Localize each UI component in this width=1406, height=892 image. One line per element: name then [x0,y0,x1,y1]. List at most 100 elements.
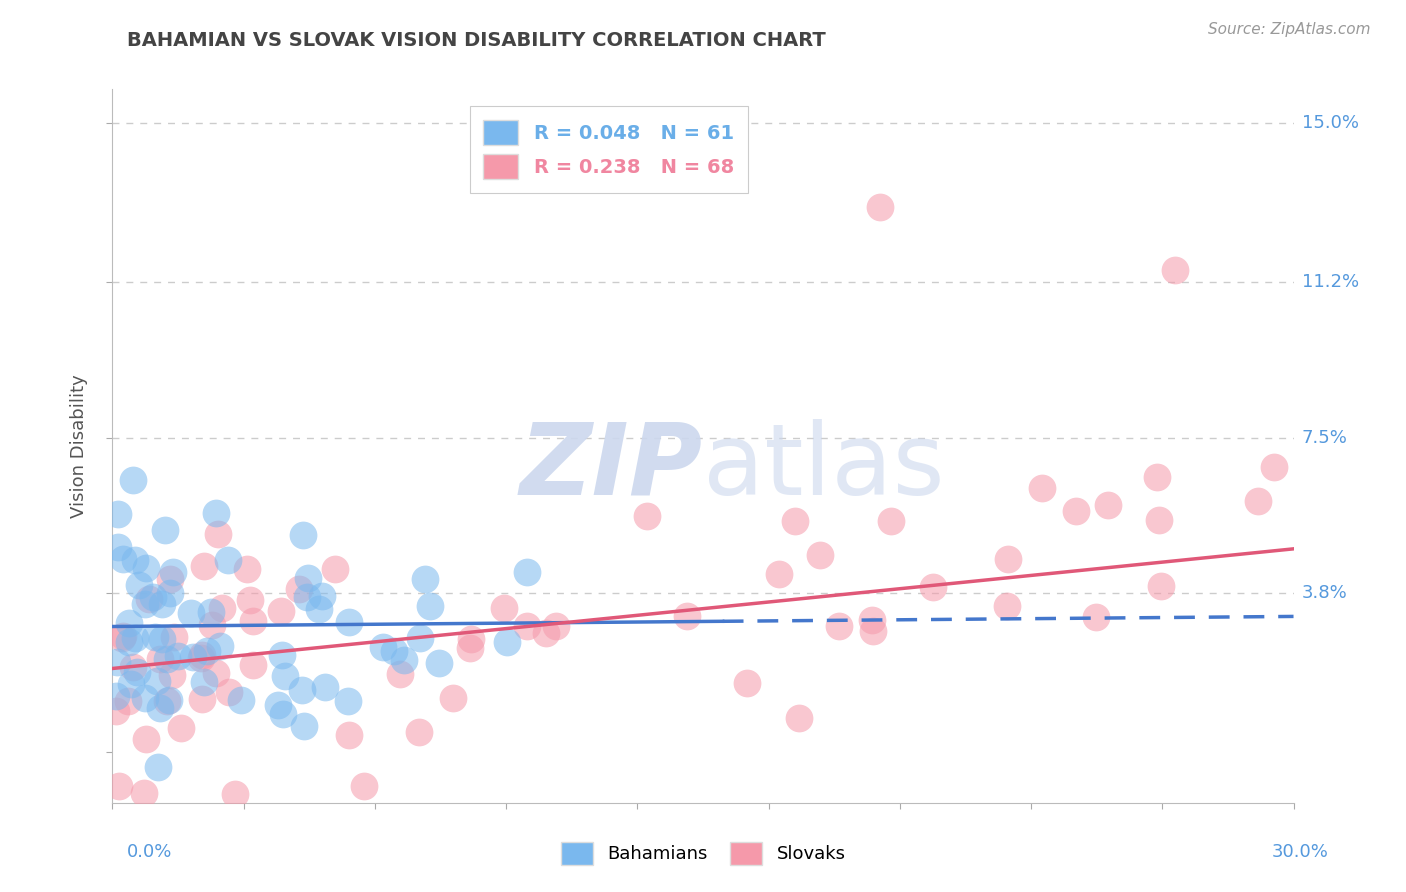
Point [122,660,145,674]
Point [105,704,128,718]
Point [134,786,156,800]
Point [458,640,481,655]
Point [494,601,516,615]
Point [636,509,658,524]
Point [201,617,224,632]
Point [292,719,315,733]
Point [384,644,406,658]
Point [418,599,440,614]
Point [156,652,179,666]
Text: BAHAMIAN VS SLOVAK VISION DISABILITY CORRELATION CHART: BAHAMIAN VS SLOVAK VISION DISABILITY COR… [127,31,825,50]
Point [1084,610,1107,624]
Point [1263,460,1285,475]
Point [146,674,169,689]
Y-axis label: Vision Disability: Vision Disability [70,374,89,518]
Point [337,693,360,707]
Point [353,779,375,793]
Point [408,724,430,739]
Point [516,619,538,633]
Point [783,514,806,528]
Point [869,200,891,214]
Text: 0.0%: 0.0% [127,843,172,861]
Point [460,632,482,647]
Point [308,601,330,615]
Point [242,614,264,628]
Point [107,508,129,522]
Point [181,650,204,665]
Point [267,698,290,713]
Point [389,667,412,681]
Point [111,551,134,566]
Point [860,613,883,627]
Point [441,690,464,705]
Point [105,656,128,670]
Point [409,631,432,645]
Point [195,644,218,658]
Point [337,615,360,630]
Point [149,652,172,666]
Point [323,562,346,576]
Point [735,676,758,690]
Point [1031,481,1053,495]
Point [534,626,557,640]
Point [415,573,437,587]
Point [231,692,253,706]
Point [193,675,215,690]
Text: 7.5%: 7.5% [1302,428,1348,447]
Text: Source: ZipAtlas.com: Source: ZipAtlas.com [1208,22,1371,37]
Point [1147,512,1170,526]
Point [808,548,831,562]
Point [768,567,790,582]
Point [170,722,193,736]
Point [121,473,143,487]
Point [159,572,181,586]
Point [200,605,222,619]
Legend: Bahamians, Slovaks: Bahamians, Slovaks [554,835,852,872]
Point [150,632,173,646]
Text: ZIP: ZIP [520,419,703,516]
Point [134,690,156,705]
Point [162,565,184,579]
Point [242,658,264,673]
Point [546,618,568,632]
Point [211,600,233,615]
Point [128,578,150,592]
Point [205,506,228,520]
Point [157,692,180,706]
Text: 15.0%: 15.0% [1302,114,1358,132]
Point [193,558,215,573]
Point [166,649,188,664]
Point [291,528,314,542]
Point [392,653,415,667]
Point [789,711,811,725]
Point [880,514,903,528]
Text: 3.8%: 3.8% [1302,584,1347,602]
Point [138,592,160,607]
Point [997,551,1019,566]
Point [828,619,851,633]
Point [112,629,135,643]
Point [224,788,246,802]
Point [371,640,394,655]
Point [190,648,212,663]
Point [311,590,333,604]
Point [149,700,172,714]
Point [124,552,146,566]
Point [239,593,262,607]
Point [291,682,314,697]
Point [148,760,170,774]
Text: 30.0%: 30.0% [1272,843,1329,861]
Point [1149,579,1171,593]
Point [118,615,141,630]
Point [995,599,1018,614]
Point [135,561,157,575]
Point [117,694,139,708]
Point [150,597,173,611]
Point [218,685,240,699]
Point [160,668,183,682]
Point [159,586,181,600]
Point [162,630,184,644]
Point [118,635,141,649]
Point [156,694,179,708]
Point [337,728,360,742]
